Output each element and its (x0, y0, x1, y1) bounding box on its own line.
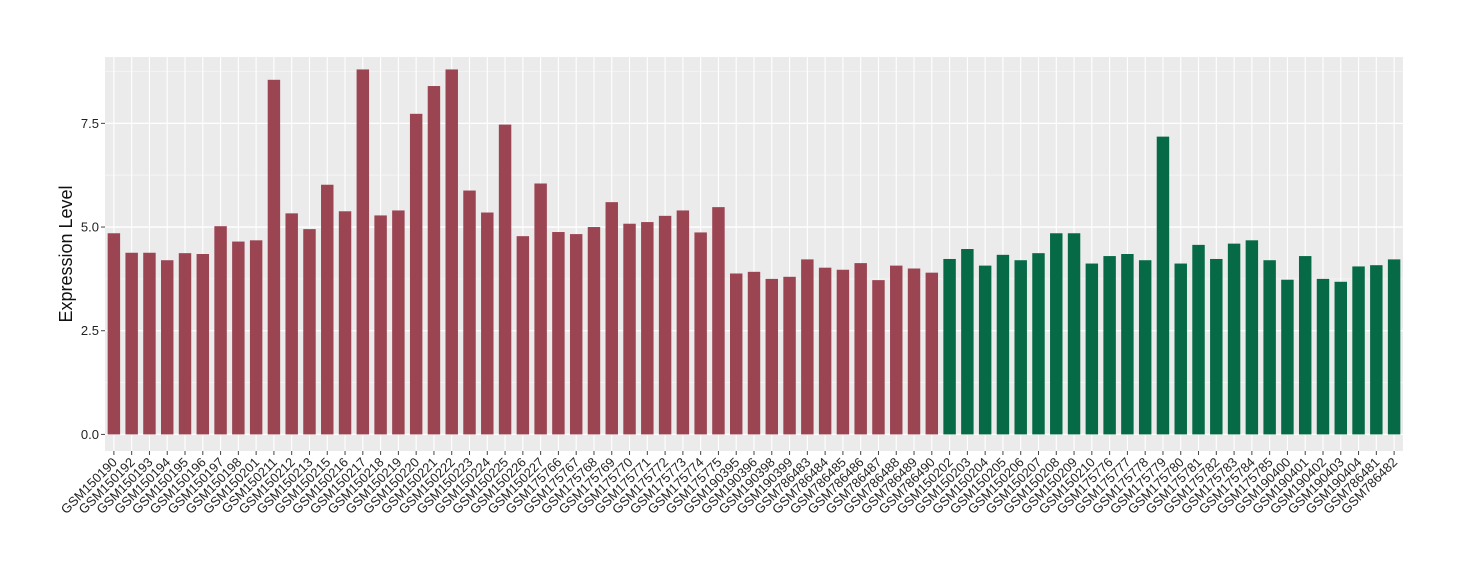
bar-GSM175770 (623, 223, 636, 435)
bar-GSM175774 (694, 232, 707, 435)
bar-GSM150224 (481, 212, 494, 435)
bar-GSM150203 (961, 249, 974, 435)
bar-GSM190401 (1298, 256, 1312, 435)
bar-GSM175769 (605, 202, 618, 435)
bar-GSM150227 (534, 183, 547, 435)
bar-GSM190395 (729, 273, 743, 435)
bar-GSM175778 (1138, 260, 1152, 435)
bar-GSM150217 (356, 69, 370, 435)
bar-GSM150212 (285, 213, 298, 435)
bar-GSM786483 (801, 259, 814, 435)
bar-GSM150223 (463, 190, 476, 435)
bar-GSM150216 (338, 211, 352, 435)
bar-GSM190400 (1281, 279, 1294, 435)
bar-GSM150219 (392, 210, 405, 435)
bar-GSM786488 (890, 265, 903, 435)
bar-GSM150209 (1067, 233, 1081, 435)
bar-GSM175773 (676, 210, 690, 435)
bar-GSM150193 (143, 252, 156, 435)
bar-GSM150194 (161, 260, 174, 435)
y-tick-label: 7.5 (81, 116, 99, 131)
bar-GSM150207 (1032, 253, 1045, 435)
bar-GSM150220 (409, 113, 423, 435)
bar-GSM786485 (836, 269, 850, 435)
bar-GSM175766 (552, 232, 565, 435)
bar-GSM175772 (658, 215, 672, 435)
bar-GSM150211 (267, 79, 281, 435)
bar-GSM786490 (925, 272, 939, 435)
bars (107, 69, 1401, 435)
bar-GSM175777 (1121, 254, 1134, 435)
y-tick-label: 0.0 (81, 427, 99, 442)
bar-GSM150197 (214, 226, 227, 435)
bar-GSM150201 (249, 240, 263, 435)
bar-GSM175771 (641, 222, 654, 435)
bar-GSM150221 (427, 86, 441, 435)
bar-GSM175767 (569, 234, 583, 435)
bar-GSM150226 (516, 236, 530, 435)
bar-GSM190399 (783, 276, 796, 435)
bar-GSM150208 (1050, 233, 1063, 435)
bar-GSM786482 (1387, 259, 1401, 435)
bar-GSM150218 (374, 215, 387, 435)
bar-GSM175780 (1174, 263, 1187, 435)
bar-GSM175781 (1192, 244, 1205, 435)
y-tick-label: 2.5 (81, 323, 99, 338)
bar-GSM150190 (107, 233, 121, 435)
bar-GSM175784 (1245, 240, 1259, 435)
bar-GSM175782 (1210, 258, 1223, 435)
bar-GSM150195 (178, 253, 192, 435)
y-tick-label: 5.0 (81, 220, 99, 235)
bar-GSM150192 (125, 252, 138, 435)
bar-GSM150205 (996, 254, 1010, 435)
y-axis-title: Expression Level (56, 185, 76, 322)
bar-GSM150198 (232, 241, 245, 435)
bar-GSM786481 (1370, 265, 1383, 435)
bar-GSM786486 (854, 263, 867, 435)
y-axis: 0.0 2.5 5.0 7.5 (81, 116, 105, 442)
bar-GSM150202 (943, 258, 956, 435)
x-axis: GSM150190GSM150192GSM150193GSM150194GSM1… (58, 451, 1400, 517)
bar-GSM190402 (1316, 278, 1330, 435)
bar-GSM175785 (1263, 260, 1276, 435)
bar-GSM150196 (196, 254, 210, 435)
bar-GSM190404 (1352, 266, 1365, 435)
bar-GSM150206 (1014, 260, 1027, 435)
bar-GSM190398 (765, 278, 779, 435)
bar-GSM175776 (1103, 256, 1116, 435)
bar-GSM786489 (907, 268, 921, 435)
bar-GSM786487 (872, 280, 885, 435)
bar-GSM150222 (445, 69, 458, 435)
bar-GSM150210 (1085, 263, 1099, 435)
bar-GSM786484 (818, 267, 832, 435)
bar-GSM150204 (978, 265, 992, 435)
bar-GSM190396 (747, 271, 761, 435)
bar-GSM175768 (587, 227, 601, 435)
bar-GSM150215 (321, 184, 334, 435)
bar-GSM175779 (1156, 136, 1170, 435)
bar-GSM150213 (303, 229, 316, 435)
bar-GSM175775 (712, 207, 725, 435)
bar-GSM190403 (1334, 281, 1347, 435)
bar-GSM175783 (1227, 243, 1241, 435)
bar-GSM150225 (498, 124, 512, 435)
